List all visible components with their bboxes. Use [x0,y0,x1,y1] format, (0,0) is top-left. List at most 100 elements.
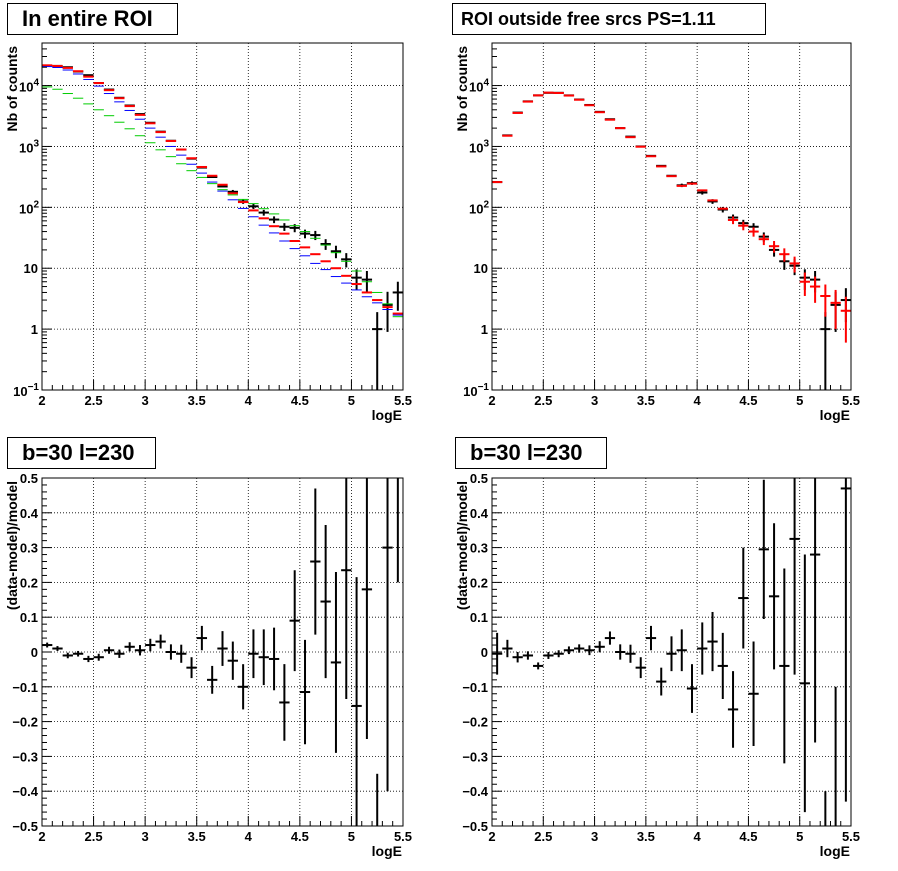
series-1 [42,64,403,315]
y-tick-label: −0.2 [12,715,38,730]
title-bottom-right: b=30 l=230 [455,437,607,469]
data-point [207,665,218,694]
data-point [522,651,534,660]
y-tick-label: −0.3 [462,749,488,764]
series-0 [42,478,399,826]
data-point [830,289,841,330]
y-tick-label: 104 [19,78,39,95]
data-point [686,664,698,713]
x-tick-label: 4.5 [291,393,309,408]
data-point [809,478,821,743]
data-point [768,240,780,253]
data-point [584,645,595,656]
data-point [799,554,810,813]
data-point [645,625,657,651]
x-tick-label: 5.5 [842,829,860,844]
x-tick-label: 4.5 [739,393,757,408]
y-tick-label: 103 [19,138,39,155]
data-point [248,629,259,679]
x-tick-label: 3.5 [637,393,655,408]
data-point [697,622,708,675]
data-point [341,253,352,268]
x-tick-label: 2.5 [534,829,552,844]
data-point [361,478,373,739]
data-point [155,634,166,649]
y-tick-label: −0.5 [462,819,488,834]
y-tick-label: 0.3 [20,541,38,556]
x-tick-label: 3 [142,393,149,408]
data-point [176,644,187,663]
x-tick-label: 4.5 [739,829,757,844]
series-3 [42,86,403,318]
x-tick-label: 2 [488,829,495,844]
data-point [727,671,739,748]
data-point [217,631,228,666]
x-tick-label: 3.5 [188,829,206,844]
chart-panel-1: 2 2.5 3 3.5 4 4.5 5 5.5 10−1 1 10 102 103 104 logE Nb o… [454,42,860,423]
data-point [114,649,125,658]
data-point [676,629,687,672]
data-point [248,203,259,209]
data-point [748,641,759,746]
chart-panel-3: 2 2.5 3 3.5 4 4.5 5 5.5 −0.5 −0.4 −0.3 −0.2 −0.1 0 0.1… [454,471,860,859]
data-point [145,638,156,652]
data-point [738,221,749,231]
y-tick-label: 0.1 [470,610,488,625]
x-tick-label: 4 [245,829,253,844]
data-point [320,524,331,679]
y-tick-label: 1 [31,322,38,337]
data-point [351,269,362,290]
data-point [382,478,393,792]
data-point [779,568,790,764]
y-tick-label: 102 [19,199,39,216]
data-point [543,652,554,659]
y-tick-label: 0.2 [470,575,488,590]
data-point [574,644,585,653]
data-point [512,652,523,663]
data-point [372,312,383,390]
x-axis-title: logE [372,407,402,423]
data-point [820,284,831,317]
data-point [738,547,749,649]
plot-area [492,43,851,390]
data-point [124,642,135,652]
data-point [392,281,403,311]
title-bottom-left: b=30 l=230 [7,437,156,469]
data-point [799,272,810,296]
y-tick-label: 0.5 [20,471,38,486]
data-point [656,667,667,696]
y-tick-label: 0.4 [470,506,489,521]
y-tick-label: 0.3 [470,541,488,556]
title-top-left: In entire ROI [7,3,178,35]
data-point [625,644,636,663]
data-point [279,223,290,231]
y-tick-label: 10−1 [13,382,39,399]
y-axis-title: (data-model)/model [454,481,470,610]
data-point [717,632,728,699]
data-point [330,571,342,753]
x-tick-label: 5 [796,829,803,844]
x-tick-label: 3 [591,393,598,408]
series-1 [492,91,851,343]
data-point [165,644,177,660]
x-tick-label: 4 [245,393,253,408]
data-point [779,248,790,262]
data-point [635,657,646,679]
series-2 [42,66,403,316]
x-tick-label: 2.5 [534,393,552,408]
x-tick-label: 3.5 [637,829,655,844]
x-tick-label: 5.5 [394,829,412,844]
data-point [758,479,769,619]
x-tick-label: 4 [694,829,702,844]
x-tick-label: 2 [38,829,45,844]
data-point [289,570,300,672]
data-point [809,276,821,303]
y-tick-label: 103 [469,138,489,155]
data-point [563,646,575,655]
x-tick-label: 3 [591,829,598,844]
y-axis-title: (data-model)/model [4,481,20,610]
x-tick-label: 2.5 [85,393,103,408]
data-point [594,641,605,653]
y-tick-label: 104 [469,78,489,95]
